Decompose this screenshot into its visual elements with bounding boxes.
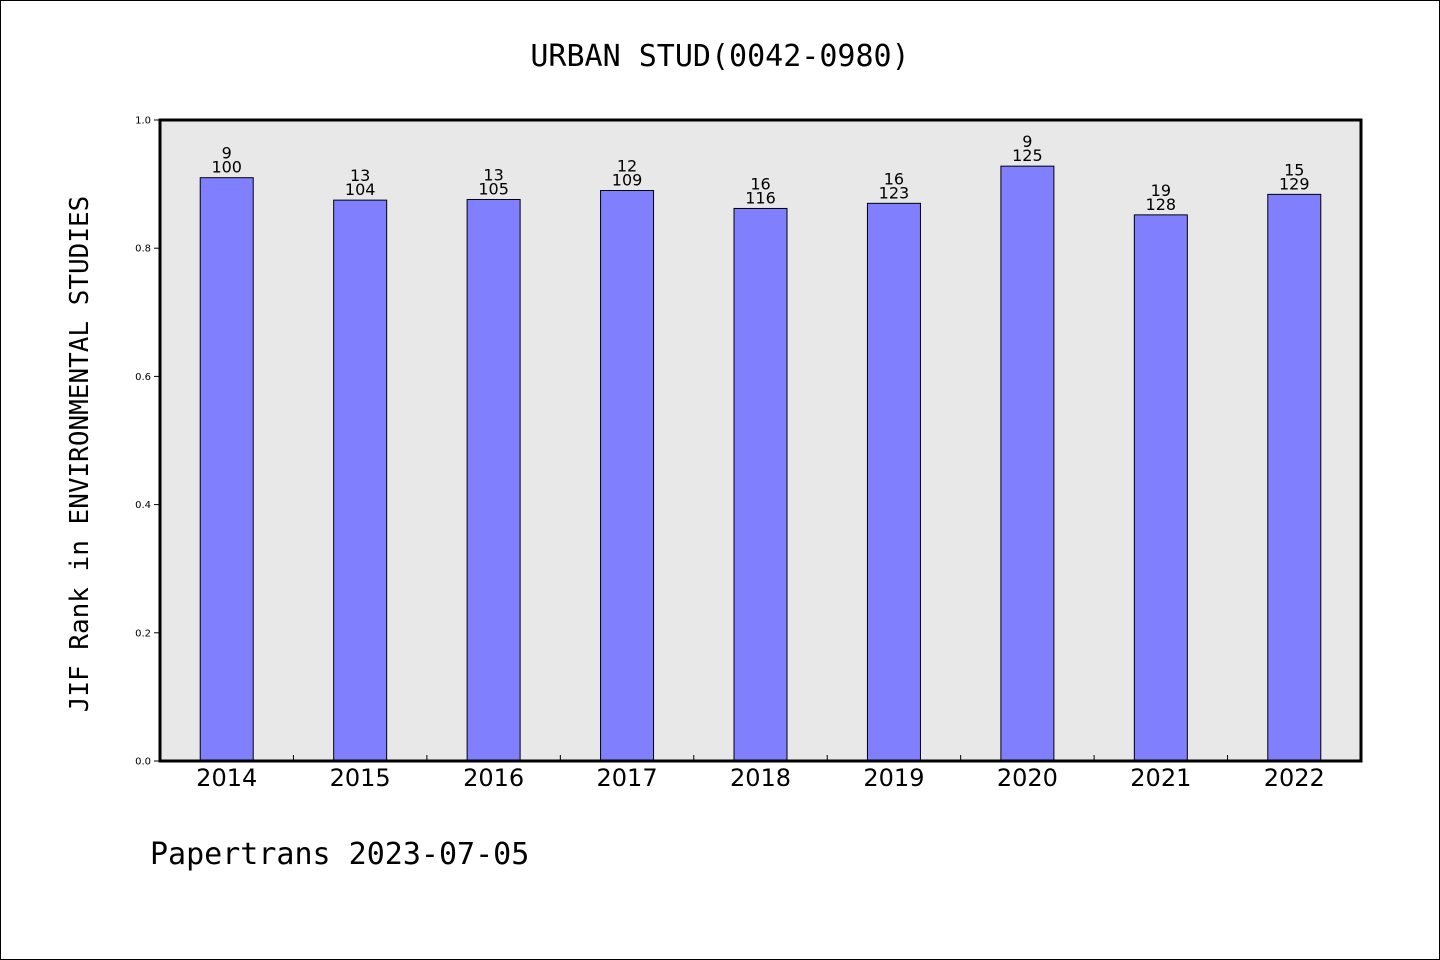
y-tick-label: 0.0 xyxy=(135,757,151,768)
bar-total-label: 125 xyxy=(1012,146,1043,165)
x-tick-label: 2016 xyxy=(463,764,524,792)
bar-2015 xyxy=(333,199,388,762)
x-tick-label: 2019 xyxy=(863,764,924,792)
bar-total-label: 109 xyxy=(612,171,643,190)
x-tick-label: 2021 xyxy=(1130,764,1191,792)
bar-2021 xyxy=(1133,214,1188,762)
bar-2018 xyxy=(733,207,788,762)
x-tick-label: 2015 xyxy=(330,764,391,792)
bar-total-label: 100 xyxy=(211,158,242,177)
y-tick-label: 0.2 xyxy=(135,628,151,639)
bar-rank-label: 13 xyxy=(483,165,503,184)
x-tick-label: 2014 xyxy=(196,764,257,792)
bar-total-label: 116 xyxy=(745,188,776,207)
bar-2019 xyxy=(866,202,921,762)
y-tick-label: 0.6 xyxy=(135,372,151,383)
bar-rank-label: 15 xyxy=(1284,160,1304,179)
bar-rank-label: 16 xyxy=(884,169,904,188)
y-tick-label: 1.0 xyxy=(135,116,151,127)
bar-total-label: 105 xyxy=(478,179,509,198)
footer-text: Papertrans 2023-07-05 xyxy=(150,837,529,872)
bar-total-label: 104 xyxy=(345,180,376,199)
bar-2017 xyxy=(600,190,655,762)
bar-rank-label: 13 xyxy=(350,166,370,185)
bar-2022 xyxy=(1267,193,1322,762)
bar-2014 xyxy=(199,177,254,762)
x-tick-label: 2022 xyxy=(1264,764,1325,792)
bar-rank-label: 9 xyxy=(222,144,232,163)
bar-total-label: 129 xyxy=(1279,174,1310,193)
bar-total-label: 128 xyxy=(1146,195,1177,214)
x-tick-label: 2017 xyxy=(597,764,658,792)
y-axis-ticks: 0.0 0.2 0.4 0.6 0.8 1.0 xyxy=(135,116,160,768)
chart-title: URBAN STUD(0042-0980) xyxy=(530,39,909,74)
bar-rank-label: 12 xyxy=(617,157,637,176)
bar-rank-label: 19 xyxy=(1151,181,1171,200)
x-tick-label: 2020 xyxy=(997,764,1058,792)
bar-2016 xyxy=(466,198,521,762)
x-tick-label: 2018 xyxy=(730,764,791,792)
y-tick-label: 0.8 xyxy=(135,244,151,255)
plot-border xyxy=(158,118,1363,763)
y-tick-label: 0.4 xyxy=(135,500,151,511)
x-axis-ticks: 2014 2015 2016 2017 2018 2019 2020 2021 2022 xyxy=(196,755,1325,792)
bars xyxy=(199,165,1322,762)
y-axis-label: JIF Rank in ENVIRONMENTAL STUDIES xyxy=(65,196,95,713)
bar-rank-label: 9 xyxy=(1022,132,1032,151)
bar-rank-label: 16 xyxy=(750,174,770,193)
bar-2020 xyxy=(1000,165,1055,762)
bar-total-label: 123 xyxy=(879,183,910,202)
